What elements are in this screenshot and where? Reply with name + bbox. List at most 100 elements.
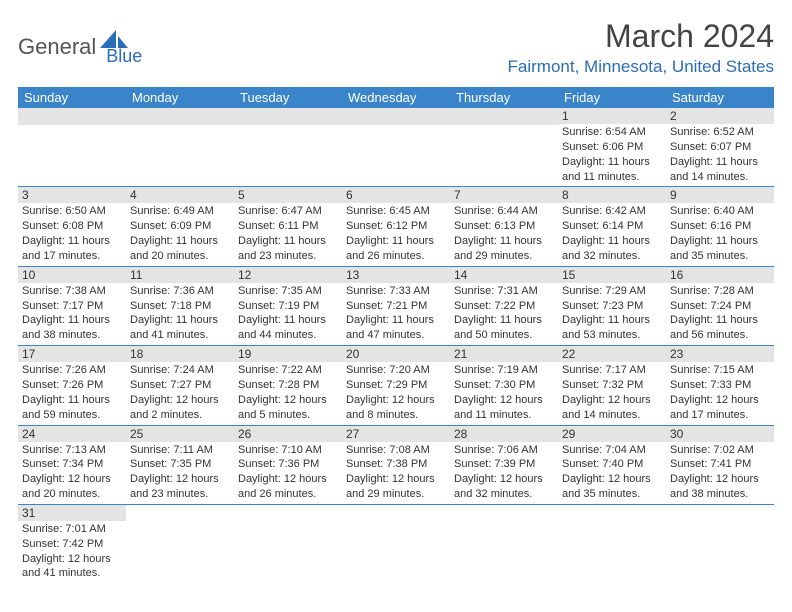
day-data: Sunrise: 6:52 AMSunset: 6:07 PMDaylight:… <box>666 124 774 186</box>
daylight-line1: Daylight: 12 hours <box>22 552 122 567</box>
day-number: 21 <box>450 346 558 362</box>
day-data: Sunrise: 6:45 AMSunset: 6:12 PMDaylight:… <box>342 203 450 265</box>
day-number: 5 <box>234 187 342 203</box>
daylight-line2: and 8 minutes. <box>346 408 446 423</box>
day-data: Sunrise: 6:44 AMSunset: 6:13 PMDaylight:… <box>450 203 558 265</box>
weekday-header: Wednesday <box>342 87 450 108</box>
sunset-text: Sunset: 7:35 PM <box>130 457 230 472</box>
sunset-text: Sunset: 7:42 PM <box>22 537 122 552</box>
calendar-day-cell: 11Sunrise: 7:36 AMSunset: 7:18 PMDayligh… <box>126 266 234 345</box>
sunrise-text: Sunrise: 7:33 AM <box>346 284 446 299</box>
day-number: 22 <box>558 346 666 362</box>
daylight-line2: and 14 minutes. <box>670 170 770 185</box>
calendar-day-cell: 23Sunrise: 7:15 AMSunset: 7:33 PMDayligh… <box>666 346 774 425</box>
day-number: 6 <box>342 187 450 203</box>
day-number: 28 <box>450 426 558 442</box>
calendar-day-cell: 3Sunrise: 6:50 AMSunset: 6:08 PMDaylight… <box>18 187 126 266</box>
daylight-line1: Daylight: 12 hours <box>130 393 230 408</box>
calendar-day-cell <box>126 504 234 583</box>
daylight-line1: Daylight: 11 hours <box>130 313 230 328</box>
sunset-text: Sunset: 6:11 PM <box>238 219 338 234</box>
sunrise-text: Sunrise: 6:42 AM <box>562 204 662 219</box>
day-number: 20 <box>342 346 450 362</box>
daylight-line1: Daylight: 11 hours <box>346 313 446 328</box>
daylight-line1: Daylight: 11 hours <box>238 313 338 328</box>
day-number: 12 <box>234 267 342 283</box>
sunrise-text: Sunrise: 6:54 AM <box>562 125 662 140</box>
calendar-day-cell <box>342 108 450 187</box>
daylight-line1: Daylight: 11 hours <box>562 234 662 249</box>
weekday-header: Monday <box>126 87 234 108</box>
sunrise-text: Sunrise: 7:19 AM <box>454 363 554 378</box>
day-number: 2 <box>666 108 774 124</box>
daylight-line1: Daylight: 11 hours <box>562 313 662 328</box>
daylight-line1: Daylight: 12 hours <box>130 472 230 487</box>
location: Fairmont, Minnesota, United States <box>508 57 774 77</box>
calendar-day-cell: 8Sunrise: 6:42 AMSunset: 6:14 PMDaylight… <box>558 187 666 266</box>
calendar-day-cell: 21Sunrise: 7:19 AMSunset: 7:30 PMDayligh… <box>450 346 558 425</box>
day-data: Sunrise: 7:20 AMSunset: 7:29 PMDaylight:… <box>342 362 450 424</box>
sunrise-text: Sunrise: 7:15 AM <box>670 363 770 378</box>
logo-text-general: General <box>18 34 96 60</box>
daylight-line2: and 29 minutes. <box>346 487 446 502</box>
day-data: Sunrise: 6:49 AMSunset: 6:09 PMDaylight:… <box>126 203 234 265</box>
day-number-bar <box>18 108 126 125</box>
calendar-day-cell: 12Sunrise: 7:35 AMSunset: 7:19 PMDayligh… <box>234 266 342 345</box>
daylight-line1: Daylight: 12 hours <box>238 393 338 408</box>
daylight-line2: and 17 minutes. <box>22 249 122 264</box>
calendar-day-cell <box>558 504 666 583</box>
daylight-line2: and 47 minutes. <box>346 328 446 343</box>
sunset-text: Sunset: 7:24 PM <box>670 299 770 314</box>
daylight-line1: Daylight: 11 hours <box>130 234 230 249</box>
calendar-day-cell: 29Sunrise: 7:04 AMSunset: 7:40 PMDayligh… <box>558 425 666 504</box>
day-number: 15 <box>558 267 666 283</box>
daylight-line1: Daylight: 11 hours <box>670 234 770 249</box>
day-number: 18 <box>126 346 234 362</box>
day-data: Sunrise: 7:15 AMSunset: 7:33 PMDaylight:… <box>666 362 774 424</box>
sunrise-text: Sunrise: 6:44 AM <box>454 204 554 219</box>
sunset-text: Sunset: 6:16 PM <box>670 219 770 234</box>
sunrise-text: Sunrise: 7:20 AM <box>346 363 446 378</box>
sunrise-text: Sunrise: 7:01 AM <box>22 522 122 537</box>
sunrise-text: Sunrise: 7:04 AM <box>562 443 662 458</box>
daylight-line1: Daylight: 11 hours <box>238 234 338 249</box>
day-data: Sunrise: 7:10 AMSunset: 7:36 PMDaylight:… <box>234 442 342 504</box>
calendar-day-cell: 16Sunrise: 7:28 AMSunset: 7:24 PMDayligh… <box>666 266 774 345</box>
day-number: 8 <box>558 187 666 203</box>
daylight-line1: Daylight: 11 hours <box>454 234 554 249</box>
daylight-line2: and 53 minutes. <box>562 328 662 343</box>
daylight-line2: and 32 minutes. <box>454 487 554 502</box>
weekday-header-row: SundayMondayTuesdayWednesdayThursdayFrid… <box>18 87 774 108</box>
sunrise-text: Sunrise: 7:29 AM <box>562 284 662 299</box>
day-number: 17 <box>18 346 126 362</box>
calendar-body: 1Sunrise: 6:54 AMSunset: 6:06 PMDaylight… <box>18 108 774 583</box>
sunrise-text: Sunrise: 7:36 AM <box>130 284 230 299</box>
calendar-day-cell: 22Sunrise: 7:17 AMSunset: 7:32 PMDayligh… <box>558 346 666 425</box>
calendar-day-cell: 17Sunrise: 7:26 AMSunset: 7:26 PMDayligh… <box>18 346 126 425</box>
calendar-day-cell: 26Sunrise: 7:10 AMSunset: 7:36 PMDayligh… <box>234 425 342 504</box>
sunrise-text: Sunrise: 6:50 AM <box>22 204 122 219</box>
daylight-line2: and 26 minutes. <box>238 487 338 502</box>
sunrise-text: Sunrise: 7:31 AM <box>454 284 554 299</box>
sunset-text: Sunset: 7:33 PM <box>670 378 770 393</box>
day-number: 30 <box>666 426 774 442</box>
calendar-day-cell <box>234 108 342 187</box>
sunset-text: Sunset: 7:41 PM <box>670 457 770 472</box>
sunrise-text: Sunrise: 6:49 AM <box>130 204 230 219</box>
daylight-line2: and 29 minutes. <box>454 249 554 264</box>
calendar-day-cell: 18Sunrise: 7:24 AMSunset: 7:27 PMDayligh… <box>126 346 234 425</box>
sunrise-text: Sunrise: 7:22 AM <box>238 363 338 378</box>
daylight-line2: and 56 minutes. <box>670 328 770 343</box>
sunset-text: Sunset: 6:09 PM <box>130 219 230 234</box>
daylight-line1: Daylight: 11 hours <box>454 313 554 328</box>
sunrise-text: Sunrise: 7:17 AM <box>562 363 662 378</box>
daylight-line2: and 35 minutes. <box>670 249 770 264</box>
calendar-day-cell: 27Sunrise: 7:08 AMSunset: 7:38 PMDayligh… <box>342 425 450 504</box>
sunset-text: Sunset: 7:23 PM <box>562 299 662 314</box>
daylight-line2: and 17 minutes. <box>670 408 770 423</box>
sunset-text: Sunset: 6:14 PM <box>562 219 662 234</box>
calendar-day-cell <box>450 504 558 583</box>
daylight-line1: Daylight: 12 hours <box>670 472 770 487</box>
day-data: Sunrise: 7:06 AMSunset: 7:39 PMDaylight:… <box>450 442 558 504</box>
daylight-line1: Daylight: 12 hours <box>562 393 662 408</box>
